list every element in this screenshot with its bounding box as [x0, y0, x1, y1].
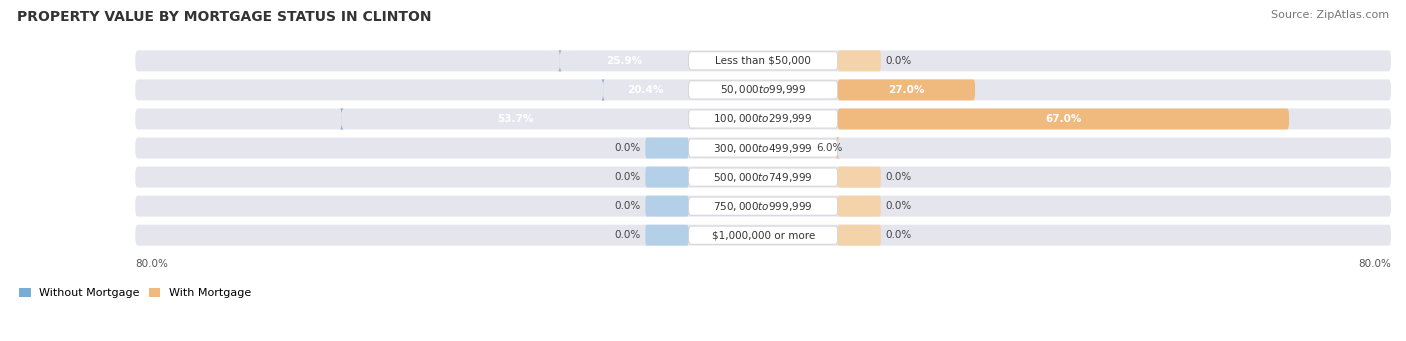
Text: 25.9%: 25.9% [606, 56, 643, 66]
Text: 0.0%: 0.0% [614, 172, 641, 182]
FancyBboxPatch shape [689, 110, 838, 128]
FancyBboxPatch shape [135, 225, 1391, 246]
Text: 0.0%: 0.0% [886, 230, 912, 240]
FancyBboxPatch shape [645, 196, 689, 217]
FancyBboxPatch shape [689, 226, 838, 244]
Text: 0.0%: 0.0% [886, 56, 912, 66]
Text: $500,000 to $749,999: $500,000 to $749,999 [713, 170, 813, 183]
FancyBboxPatch shape [689, 81, 838, 99]
FancyBboxPatch shape [689, 139, 838, 157]
FancyBboxPatch shape [838, 108, 1289, 130]
FancyBboxPatch shape [135, 50, 1391, 71]
FancyBboxPatch shape [558, 50, 562, 71]
Text: 53.7%: 53.7% [496, 114, 533, 124]
FancyBboxPatch shape [135, 137, 1391, 159]
Text: $100,000 to $299,999: $100,000 to $299,999 [713, 113, 813, 125]
Text: 6.0%: 6.0% [817, 143, 842, 153]
FancyBboxPatch shape [838, 79, 974, 100]
Text: 0.0%: 0.0% [614, 143, 641, 153]
Text: 0.0%: 0.0% [886, 172, 912, 182]
Text: 0.0%: 0.0% [614, 230, 641, 240]
FancyBboxPatch shape [838, 196, 880, 217]
FancyBboxPatch shape [689, 168, 838, 186]
FancyBboxPatch shape [645, 167, 689, 188]
Text: 67.0%: 67.0% [1045, 114, 1081, 124]
Text: $1,000,000 or more: $1,000,000 or more [711, 230, 814, 240]
FancyBboxPatch shape [135, 167, 1391, 188]
FancyBboxPatch shape [838, 50, 880, 71]
Text: 80.0%: 80.0% [135, 259, 169, 269]
FancyBboxPatch shape [135, 196, 1391, 217]
FancyBboxPatch shape [838, 225, 880, 246]
Text: 0.0%: 0.0% [886, 201, 912, 211]
FancyBboxPatch shape [645, 225, 689, 246]
Text: Source: ZipAtlas.com: Source: ZipAtlas.com [1271, 10, 1389, 20]
Text: 80.0%: 80.0% [1358, 259, 1391, 269]
FancyBboxPatch shape [689, 197, 838, 215]
Text: 0.0%: 0.0% [614, 201, 641, 211]
Text: PROPERTY VALUE BY MORTGAGE STATUS IN CLINTON: PROPERTY VALUE BY MORTGAGE STATUS IN CLI… [17, 10, 432, 24]
FancyBboxPatch shape [645, 137, 689, 159]
FancyBboxPatch shape [835, 137, 839, 159]
FancyBboxPatch shape [689, 52, 838, 70]
Text: Less than $50,000: Less than $50,000 [716, 56, 811, 66]
Text: $50,000 to $99,999: $50,000 to $99,999 [720, 84, 806, 97]
FancyBboxPatch shape [838, 167, 880, 188]
Text: $300,000 to $499,999: $300,000 to $499,999 [713, 142, 813, 154]
Text: 27.0%: 27.0% [889, 85, 925, 95]
FancyBboxPatch shape [135, 108, 1391, 130]
Text: 20.4%: 20.4% [627, 85, 664, 95]
Text: $750,000 to $999,999: $750,000 to $999,999 [713, 199, 813, 213]
FancyBboxPatch shape [602, 79, 605, 100]
Legend: Without Mortgage, With Mortgage: Without Mortgage, With Mortgage [15, 283, 256, 302]
FancyBboxPatch shape [340, 108, 343, 130]
FancyBboxPatch shape [135, 79, 1391, 100]
